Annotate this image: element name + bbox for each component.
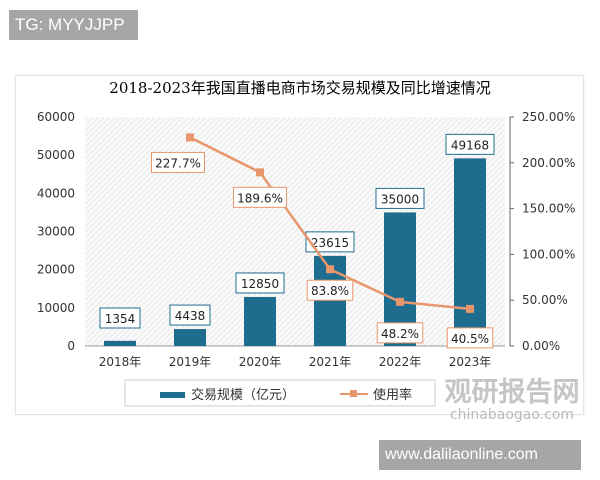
line-label-box <box>376 322 424 344</box>
x-tick-label: 2020年 <box>239 355 282 369</box>
chart-title: 2018-2023年我国直播电商市场交易规模及同比增速情况 <box>109 79 490 97</box>
bar-label: 4438 <box>175 309 206 323</box>
line-marker <box>326 265 334 274</box>
x-tick-label: 2018年 <box>99 355 142 369</box>
legend-bar-swatch <box>160 392 185 398</box>
line-label-box <box>233 186 287 208</box>
bar-label: 1354 <box>105 312 136 326</box>
line-label-box <box>446 327 494 349</box>
bar-label: 23615 <box>311 236 349 250</box>
x-tick-label: 2021年 <box>309 355 352 369</box>
x-tick-label: 2019年 <box>169 355 212 369</box>
line-marker <box>396 297 404 306</box>
left-tick-label: 10000 <box>37 301 75 315</box>
watermark-cn: 观研报告网 <box>445 377 580 408</box>
left-tick-label: 0 <box>67 339 75 353</box>
line-label: 83.8% <box>311 284 349 298</box>
bar <box>104 340 136 346</box>
bar-label-box <box>235 272 285 294</box>
line-label: 40.5% <box>451 332 489 346</box>
chart-card <box>15 75 584 415</box>
line-label-box <box>151 151 205 173</box>
right-tick-label: 0.00% <box>522 339 560 353</box>
line-label: 189.6% <box>237 191 283 205</box>
left-tick-label: 50000 <box>37 148 75 162</box>
bar-label-box <box>305 231 355 253</box>
bar-label-box <box>375 187 425 209</box>
watermark-en: chinabaogao.com <box>450 407 574 423</box>
left-tick-label: 20000 <box>37 263 75 277</box>
line-label-box <box>306 279 354 301</box>
plot-area <box>85 117 505 346</box>
legend-bar-label: 交易规模（亿元） <box>191 387 295 403</box>
bar-label: 49168 <box>451 138 489 152</box>
bar-label: 35000 <box>381 192 419 206</box>
header-tag: TG: MYYJJPP <box>9 10 138 40</box>
left-tick-label: 40000 <box>37 186 75 200</box>
bar <box>244 296 276 346</box>
footer-tag: www.dalilaonline.com <box>379 440 581 470</box>
left-tick-label: 60000 <box>37 110 75 124</box>
right-tick-label: 250.00% <box>522 110 575 124</box>
right-tick-label: 150.00% <box>522 202 575 216</box>
x-tick-label: 2023年 <box>449 355 492 369</box>
line-label: 227.7% <box>155 156 201 170</box>
line-label: 48.2% <box>381 327 419 341</box>
bar-label-box <box>169 304 211 326</box>
left-tick-label: 30000 <box>37 225 75 239</box>
bar <box>454 158 486 346</box>
line-marker <box>256 168 264 177</box>
legend-line-marker <box>350 390 357 397</box>
right-tick-label: 100.00% <box>522 247 575 261</box>
line-marker <box>466 304 474 313</box>
bar-label-box <box>99 307 141 329</box>
bar-label-box <box>445 133 495 155</box>
bar-label: 12850 <box>241 277 279 291</box>
right-tick-label: 200.00% <box>522 156 575 170</box>
legend-line-label: 使用率 <box>373 387 412 403</box>
right-tick-label: 50.00% <box>522 293 568 307</box>
line-marker <box>186 133 194 142</box>
bar <box>174 329 206 346</box>
x-tick-label: 2022年 <box>379 355 422 369</box>
